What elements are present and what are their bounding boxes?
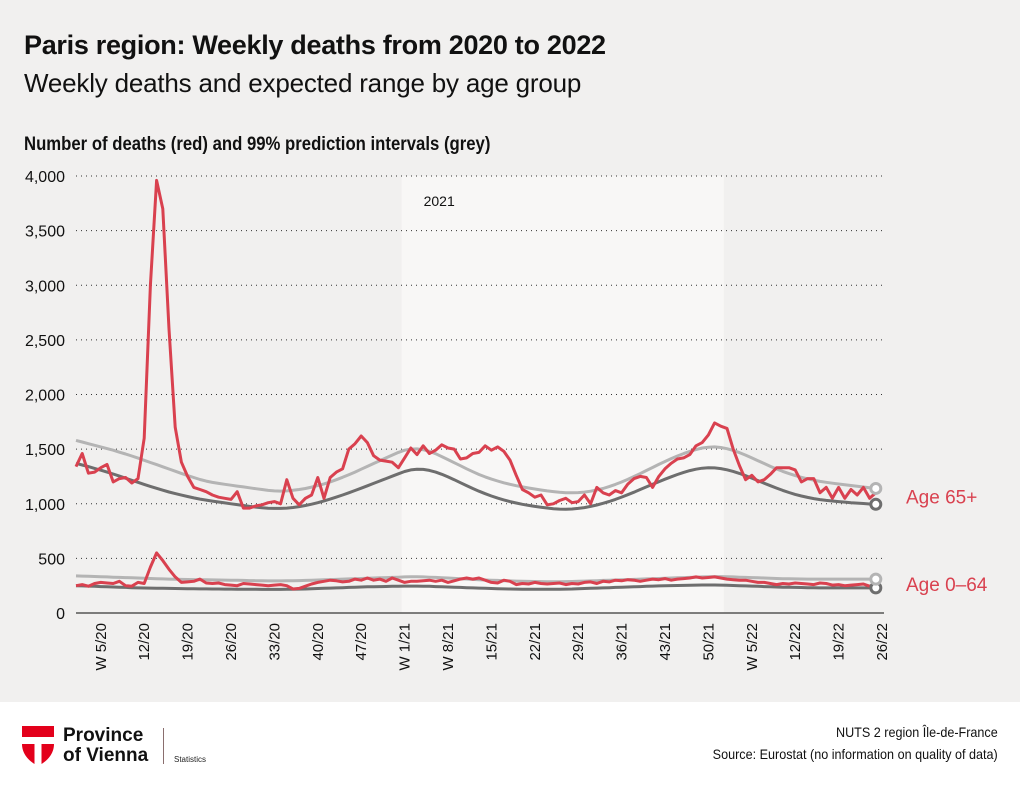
x-tick-label: 19/22	[831, 623, 848, 661]
logo-text: Province of Vienna	[63, 726, 148, 766]
logo-divider	[163, 728, 164, 764]
deaths-chart: 05001,0001,5002,0002,5003,0003,5004,000 …	[25, 169, 988, 671]
age-65plus-lower-end-marker	[869, 497, 883, 511]
x-tick-label: 40/20	[310, 623, 327, 661]
x-tick-label: 12/22	[787, 623, 804, 661]
age-65plus-upper-bound-line	[75, 438, 876, 495]
age-0-64-deaths-line	[75, 551, 877, 591]
x-tick-label: W 5/20	[93, 623, 110, 671]
region-note: NUTS 2 region Île-de-France	[836, 724, 998, 740]
x-tick-label: 12/20	[136, 623, 153, 661]
age-65plus-upper-end-marker	[869, 481, 883, 495]
y-tick-label: 1,500	[25, 442, 65, 459]
page-subtitle: Weekly deaths and expected range by age …	[24, 68, 582, 98]
highlight-band-2021	[401, 176, 724, 613]
x-tick-label: W 8/21	[440, 623, 457, 671]
logo-line1: Province	[63, 725, 144, 746]
highlight-band-label: 2021	[424, 193, 455, 209]
age-0-64-upper-end-marker	[869, 572, 883, 586]
source-note: Source: Eurostat (no information on qual…	[712, 746, 998, 762]
x-tick-label: 26/22	[874, 623, 891, 661]
x-tick-label: 29/21	[570, 623, 587, 661]
logo-subtitle: Statistics	[174, 755, 207, 764]
x-tick-label: 22/21	[527, 623, 544, 661]
y-tick-label: 1,000	[25, 497, 65, 514]
chart-title: Number of deaths (red) and 99% predictio…	[24, 134, 491, 155]
footer: Province of Vienna Statistics NUTS 2 reg…	[0, 702, 1020, 785]
logo-line2: of Vienna	[63, 745, 149, 766]
y-tick-label: 500	[38, 551, 65, 568]
x-tick-label: 15/21	[483, 623, 500, 661]
x-tick-label: 47/20	[353, 623, 370, 661]
y-tick-label: 3,000	[25, 278, 65, 295]
y-tick-label: 3,500	[25, 224, 65, 241]
y-tick-label: 2,000	[25, 388, 65, 405]
x-tick-label: 33/20	[266, 623, 283, 661]
x-tick-label: W 1/21	[397, 623, 414, 671]
y-tick-label: 0	[56, 606, 65, 623]
age-0-64-series-label: Age 0–64	[906, 575, 988, 596]
x-tick-label: 26/20	[223, 623, 240, 661]
x-tick-label: 43/21	[657, 623, 674, 661]
x-tick-label: W 5/22	[744, 623, 761, 671]
age-65plus-deaths-line	[74, 178, 877, 510]
y-tick-label: 4,000	[25, 169, 65, 186]
x-tick-label: 50/21	[700, 623, 717, 661]
x-tick-label: 36/21	[614, 623, 631, 661]
y-tick-label: 2,500	[25, 333, 65, 350]
page-title: Paris region: Weekly deaths from 2020 to…	[24, 30, 606, 60]
vienna-shield-icon	[22, 726, 54, 766]
age-65plus-series-label: Age 65+	[906, 487, 977, 508]
x-tick-label: 19/20	[180, 623, 197, 661]
age-0-64-lower-bound-line	[75, 583, 876, 591]
